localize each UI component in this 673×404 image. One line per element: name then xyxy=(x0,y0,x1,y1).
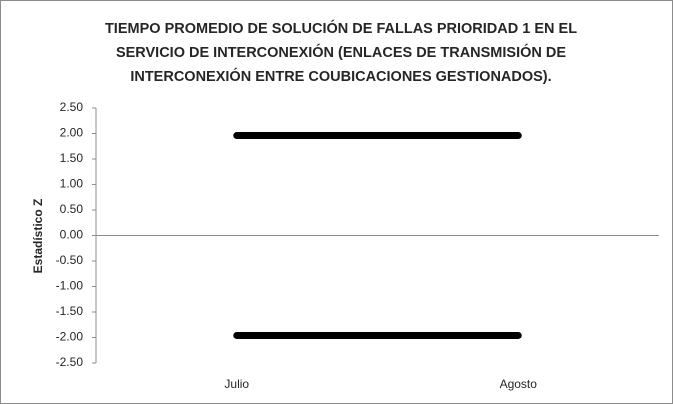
y-tick-label: -1.00 xyxy=(56,279,84,293)
y-tick-label: 2.00 xyxy=(60,126,84,140)
y-axis-label: Estadístico Z xyxy=(31,199,45,274)
y-tick-label: 1.00 xyxy=(60,177,84,191)
y-tick-label: 0.50 xyxy=(60,202,84,216)
y-tick-label: -1.50 xyxy=(56,304,84,318)
y-tick-label: 0.00 xyxy=(60,228,84,242)
y-tick-label: 1.50 xyxy=(60,151,84,165)
chart-title: TIEMPO PROMEDIO DE SOLUCIÓN DE FALLAS PR… xyxy=(104,21,578,85)
y-tick-label: -2.00 xyxy=(56,330,84,344)
y-tick-label: 2.50 xyxy=(60,100,84,114)
x-tick-label: Agosto xyxy=(500,377,538,391)
y-tick-label: -2.50 xyxy=(56,355,84,369)
x-tick-label: Julio xyxy=(224,377,249,391)
y-tick-label: -0.50 xyxy=(56,253,84,267)
